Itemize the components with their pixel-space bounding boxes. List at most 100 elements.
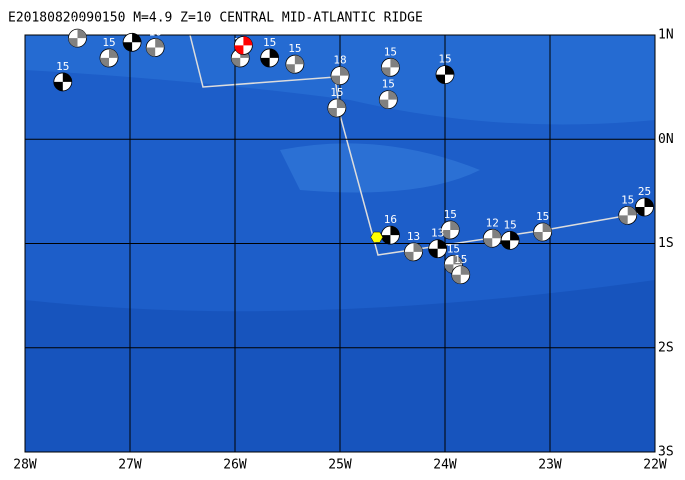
map-frame <box>24 34 656 453</box>
beachball-quadrant <box>294 55 304 65</box>
x-tick-label: 24W <box>433 458 457 473</box>
depth-label: 15 <box>125 20 138 33</box>
depth-label: 15 <box>447 242 460 255</box>
beachball-quadrant <box>381 67 391 77</box>
depth-label: 15 <box>102 36 115 49</box>
beachball-quadrant <box>390 226 400 236</box>
depth-label: 15 <box>330 86 343 99</box>
x-tick-label: 25W <box>328 458 352 473</box>
x-tick-label: 22W <box>643 458 667 473</box>
depth-label: 13 <box>431 227 444 240</box>
depth-label: 13 <box>407 230 420 243</box>
beachball-quadrant <box>68 38 78 48</box>
focal-mechanism <box>380 225 400 245</box>
focal-mechanism <box>53 72 73 92</box>
focal-mechanism <box>482 228 502 248</box>
y-tick-label: 1S <box>658 236 674 251</box>
x-tick-label: 27W <box>118 458 142 473</box>
beachball-quadrant <box>379 99 389 109</box>
map-title: E20180820090150 M=4.9 Z=10 CENTRAL MID-A… <box>8 11 423 26</box>
x-tick-label: 23W <box>538 458 562 473</box>
bathymetry <box>280 143 480 193</box>
beachball-quadrant <box>388 90 398 100</box>
y-tick-label: 2S <box>658 340 674 355</box>
depth-label: 15 <box>444 208 457 221</box>
focal-mechanism <box>122 32 142 52</box>
focal-mechanism <box>404 242 423 262</box>
beachball-quadrant <box>437 239 447 249</box>
y-tick-label: 3S <box>658 445 674 460</box>
beachball-quadrant <box>62 72 72 82</box>
beachball-quadrant <box>460 265 470 275</box>
beachball-quadrant <box>146 47 156 57</box>
depth-label: 15 <box>71 16 84 29</box>
depth-label: 15 <box>56 60 69 73</box>
focal-mechanism <box>440 220 460 240</box>
beachball-quadrant <box>413 242 423 252</box>
beachball-quadrant <box>444 264 454 274</box>
beachball-quadrant <box>644 198 654 208</box>
x-tick-label: 28W <box>13 458 37 473</box>
beachball-quadrant <box>331 75 340 85</box>
depth-label: 15 <box>454 253 467 266</box>
beachball-quadrant <box>340 66 349 76</box>
beachball-quadrant <box>483 238 493 248</box>
beachball-quadrant <box>436 74 445 84</box>
focal-mechanism <box>451 265 471 285</box>
beachball-quadrant <box>260 57 270 67</box>
beachball-quadrant <box>53 81 63 91</box>
focal-mechanism <box>68 28 87 48</box>
beachball-quadrant <box>132 33 142 43</box>
depth-label: 15 <box>263 36 276 49</box>
depth-label: 15 <box>621 193 634 206</box>
depth-label: 15 <box>382 78 395 91</box>
beachball-quadrant <box>428 248 438 258</box>
focal-mechanism <box>635 197 654 217</box>
depth-label: 15 <box>536 210 549 223</box>
station <box>370 231 384 243</box>
beachball-quadrant <box>109 48 119 58</box>
beachball-quadrant <box>285 64 295 74</box>
focal-mechanism <box>260 48 280 68</box>
focal-mechanism <box>99 48 119 68</box>
beachball-quadrant <box>404 251 414 261</box>
beachball-quadrant <box>77 29 87 39</box>
y-tick-label: 0N <box>658 132 674 147</box>
beachball-quadrant <box>155 38 165 48</box>
beachball-quadrant <box>441 229 451 239</box>
focal-mechanism <box>145 38 165 57</box>
beachball-quadrant <box>123 42 133 52</box>
beachball-quadrant <box>451 274 461 284</box>
beachball-quadrant <box>231 57 241 67</box>
focal-mechanism <box>533 222 553 242</box>
beachball-quadrant <box>336 98 346 108</box>
focal-mechanism <box>380 57 400 77</box>
depth-label: 16 <box>149 26 162 39</box>
depth-label: 15 <box>384 45 397 58</box>
x-tick-label: 26W <box>223 458 247 473</box>
beachball-quadrant <box>542 223 552 233</box>
focal-mechanism <box>330 66 350 86</box>
beachball-quadrant <box>327 107 337 117</box>
depth-label: 12 <box>486 216 499 229</box>
focal-mechanism <box>500 230 520 250</box>
beachball-quadrant <box>627 206 637 216</box>
depth-label: 16 <box>384 213 397 226</box>
beachball-quadrant <box>618 215 628 225</box>
beachball-quadrant <box>269 48 279 58</box>
beachball-quadrant <box>635 207 645 217</box>
beachball-quadrant <box>381 235 391 245</box>
beachball-quadrant <box>492 229 502 239</box>
beachball-quadrant <box>533 232 543 242</box>
beachball-quadrant <box>234 45 244 55</box>
beachball-quadrant <box>445 65 454 75</box>
depth-label: 25 <box>638 185 651 198</box>
depth-label: 15 <box>438 53 451 66</box>
plate-boundary <box>189 34 651 256</box>
beachball-quadrant <box>501 240 511 250</box>
focal-mechanism <box>285 54 305 74</box>
beachball-quadrant <box>453 255 463 265</box>
focal-mechanism <box>428 239 448 259</box>
beachball-quadrant <box>100 57 109 67</box>
focal-mechanism <box>327 98 347 118</box>
